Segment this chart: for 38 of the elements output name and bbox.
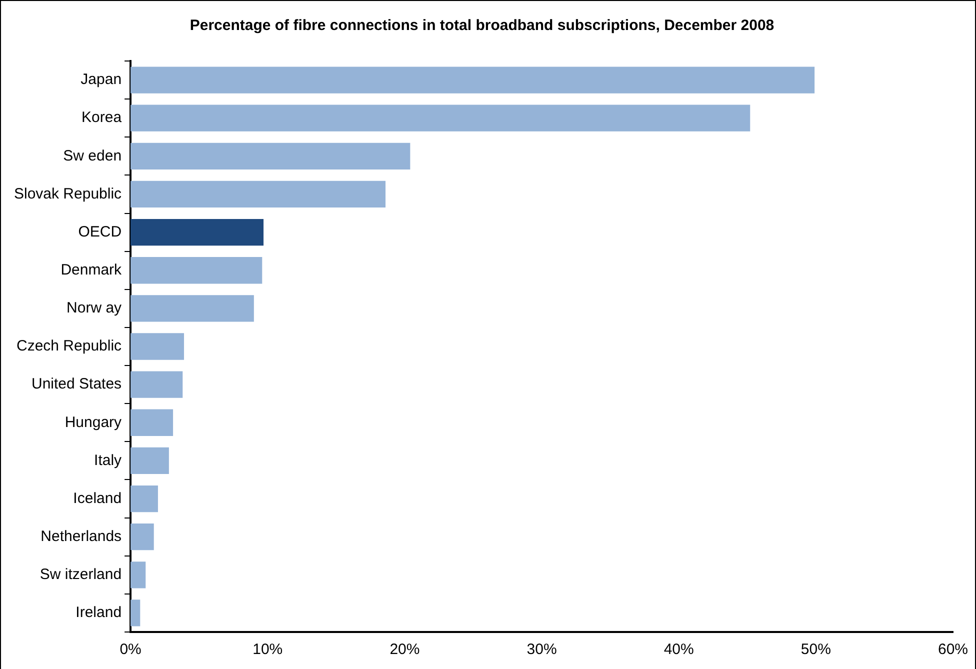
bar bbox=[130, 371, 183, 398]
y-tick-label: United States bbox=[31, 376, 122, 393]
y-tick-label: Czech Republic bbox=[16, 338, 122, 355]
y-tick-label: Slovak Republic bbox=[14, 185, 122, 202]
y-tick-label: Netherlands bbox=[40, 528, 122, 545]
bar bbox=[130, 218, 264, 246]
y-tick-label: Norw ay bbox=[66, 300, 122, 317]
bar bbox=[130, 142, 410, 170]
bar bbox=[130, 524, 154, 550]
x-tick-label: 40% bbox=[664, 641, 694, 658]
x-tick-label: 10% bbox=[252, 641, 283, 658]
y-tick-label: Italy bbox=[94, 452, 122, 469]
x-tick-label: 60% bbox=[938, 641, 968, 658]
x-tick-label: 0% bbox=[120, 641, 142, 658]
y-tick-label: Korea bbox=[82, 109, 122, 126]
bar bbox=[130, 104, 750, 132]
y-tick-label: Denmark bbox=[60, 262, 122, 279]
y-tick-label: Hungary bbox=[64, 414, 122, 431]
x-tick-label: 30% bbox=[526, 641, 557, 658]
bar bbox=[130, 180, 386, 208]
y-tick-label: Japan bbox=[80, 71, 122, 88]
y-tick-label: Sw itzerland bbox=[40, 566, 122, 584]
bar bbox=[130, 333, 184, 360]
y-tick-label: OECD bbox=[78, 223, 122, 240]
chart-title: Percentage of fibre connections in total broadband subscriptions, December 2008 bbox=[190, 17, 774, 34]
bar bbox=[130, 257, 262, 284]
bar bbox=[130, 409, 174, 436]
bar bbox=[130, 295, 254, 322]
y-tick-label: Ireland bbox=[76, 604, 122, 622]
y-tick-label: Sw eden bbox=[63, 147, 122, 164]
x-tick-label: 50% bbox=[800, 641, 831, 658]
bar bbox=[130, 485, 158, 512]
y-tick-label: Iceland bbox=[73, 490, 122, 507]
bar bbox=[130, 447, 169, 474]
x-tick-label: 20% bbox=[390, 641, 420, 658]
bar bbox=[130, 66, 815, 94]
bar bbox=[130, 600, 140, 626]
bar bbox=[130, 562, 146, 588]
